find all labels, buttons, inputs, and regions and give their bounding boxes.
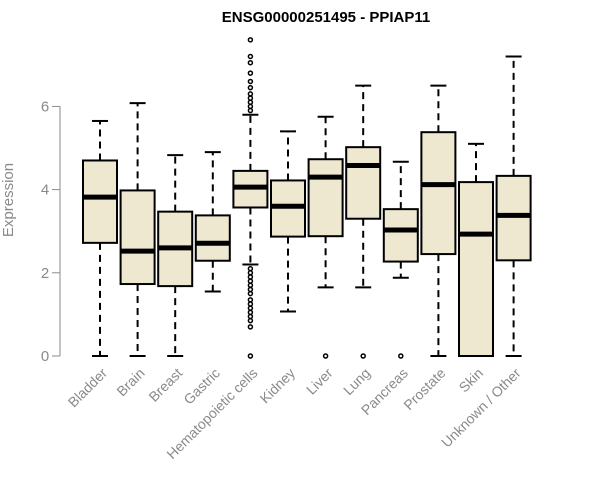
- outlier-point: [247, 324, 254, 330]
- y-tick-label: 0: [41, 348, 49, 365]
- outlier-point: [247, 313, 254, 320]
- outlier-point: [247, 95, 254, 101]
- box-8: [382, 160, 419, 359]
- outlier-point: [247, 59, 254, 66]
- y-tick-label: 6: [41, 98, 49, 115]
- outlier-point: [247, 286, 254, 293]
- category-label: Skin: [456, 365, 487, 396]
- outlier-point: [322, 353, 329, 359]
- outlier-point: [247, 278, 254, 284]
- outlier-point: [398, 353, 404, 359]
- outlier-point: [247, 103, 254, 110]
- outlier-point: [247, 78, 254, 85]
- chart-title: ENSG00000251495 - PPIAP11: [222, 9, 430, 26]
- category-label: Brain: [113, 365, 147, 399]
- plot-area: [82, 37, 532, 359]
- y-axis: 0 2 4 6: [41, 98, 61, 365]
- box-1: [119, 102, 156, 357]
- box-4: [232, 37, 269, 359]
- outlier-point: [247, 290, 254, 297]
- y-axis-label: Expression: [0, 163, 17, 237]
- y-tick-label: 4: [41, 182, 49, 199]
- y-tick-label: 2: [41, 265, 49, 282]
- outlier-point: [247, 309, 254, 316]
- outlier-point: [247, 270, 254, 276]
- outlier-point: [360, 353, 366, 359]
- box-6: [307, 115, 344, 359]
- box-7: [345, 84, 382, 359]
- outlier-point: [247, 317, 254, 324]
- iqr-box: [495, 174, 532, 262]
- box-11: [495, 55, 532, 357]
- box-9: [420, 84, 457, 357]
- box-3: [194, 151, 231, 293]
- outlier-point: [247, 70, 254, 76]
- outlier-point: [247, 265, 254, 272]
- iqr-box: [458, 181, 494, 357]
- box-0: [82, 119, 118, 357]
- category-label: Bladder: [65, 365, 111, 411]
- box-10: [458, 142, 494, 357]
- outlier-point: [247, 84, 254, 91]
- outlier-point: [247, 353, 254, 359]
- outlier-point: [247, 91, 254, 97]
- iqr-box: [194, 214, 231, 262]
- outlier-point: [247, 297, 254, 303]
- iqr-box: [307, 158, 344, 238]
- box-5: [270, 130, 306, 313]
- category-label: Lung: [340, 365, 373, 398]
- outlier-point: [247, 301, 254, 307]
- outlier-point: [247, 53, 254, 60]
- category-label: Liver: [303, 365, 336, 398]
- category-label: Kidney: [257, 365, 299, 407]
- iqr-box: [420, 131, 457, 256]
- outlier-point: [247, 99, 254, 105]
- outlier-point: [247, 274, 254, 280]
- iqr-box: [345, 146, 382, 220]
- outlier-point: [247, 107, 254, 114]
- outlier-point: [247, 37, 254, 43]
- iqr-box: [119, 189, 156, 286]
- box-2: [157, 154, 194, 357]
- outlier-point: [247, 282, 254, 289]
- iqr-box: [82, 159, 118, 244]
- outlier-point: [247, 305, 254, 311]
- category-label: Prostate: [400, 365, 448, 413]
- iqr-box: [382, 208, 419, 263]
- category-label: Breast: [145, 365, 185, 405]
